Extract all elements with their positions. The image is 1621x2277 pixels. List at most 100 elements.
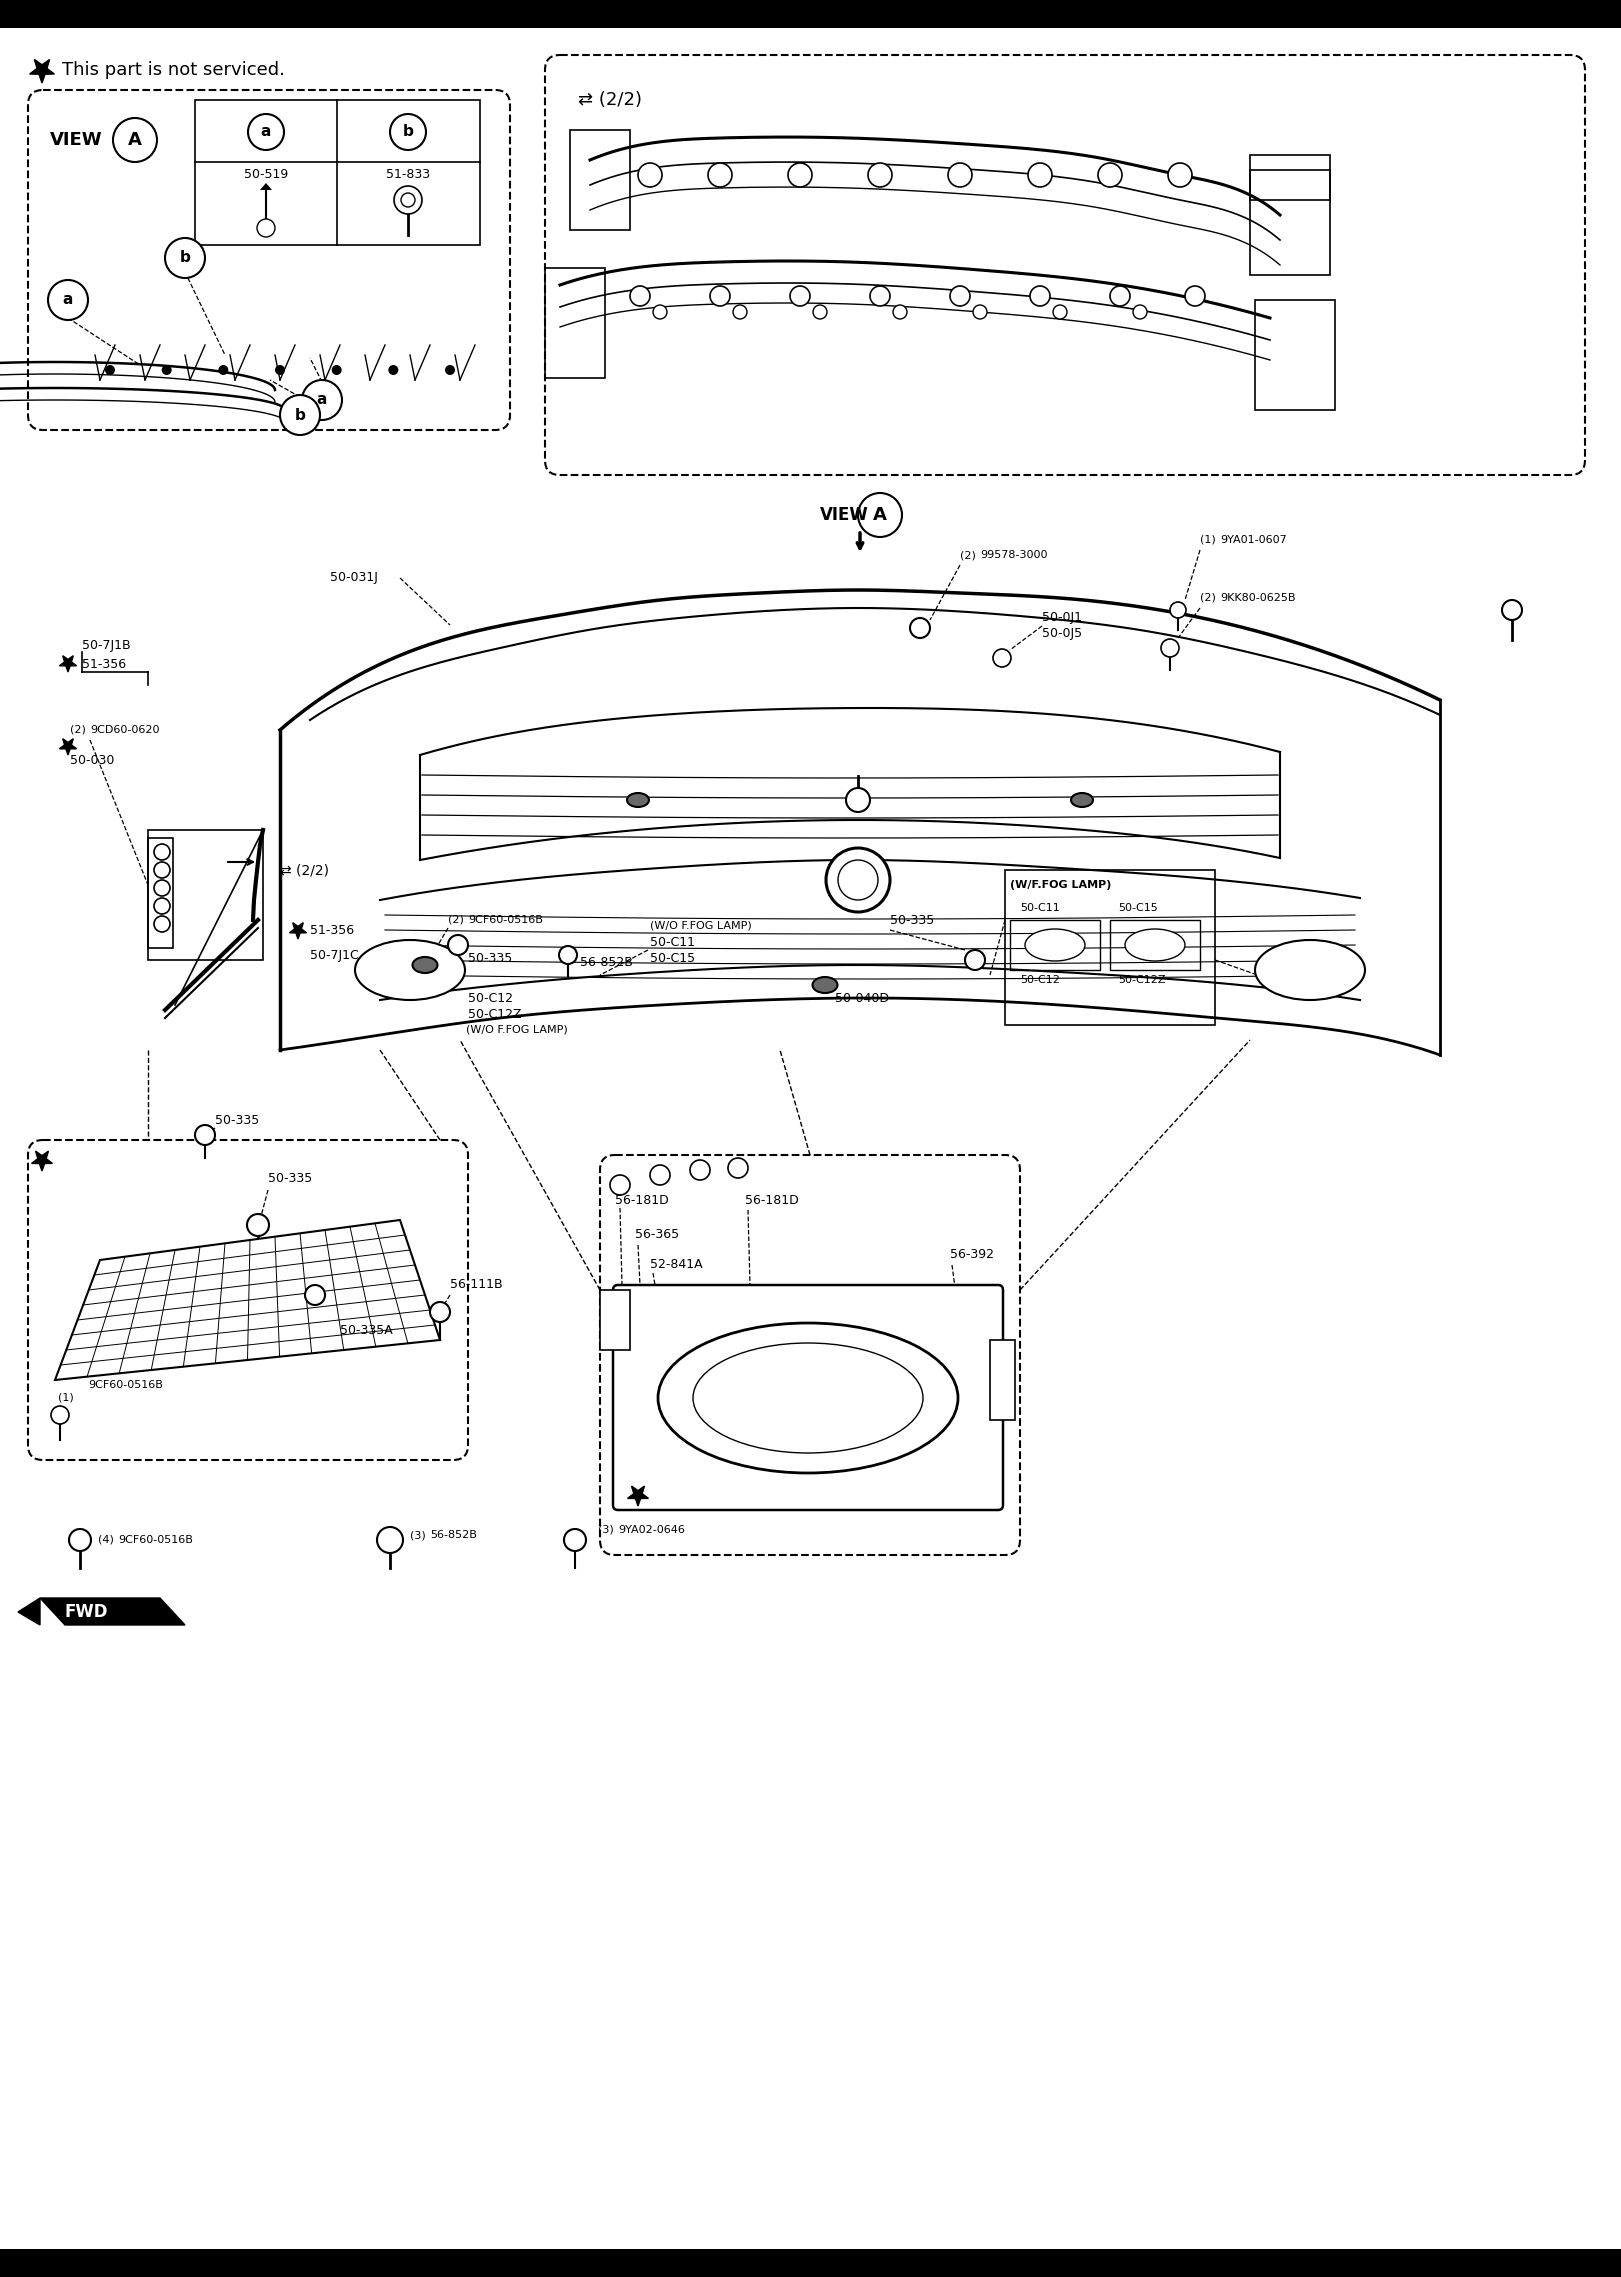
Circle shape [154,897,170,913]
Text: 50-C11: 50-C11 [650,936,695,950]
Ellipse shape [1071,792,1093,806]
Circle shape [154,863,170,879]
Circle shape [1503,601,1522,619]
Text: 56-181D: 56-181D [614,1193,669,1207]
Text: (2): (2) [447,915,464,924]
Text: 9CF60-0516B: 9CF60-0516B [118,1535,193,1546]
Circle shape [1110,287,1130,305]
Bar [1005,870,1216,1025]
Bar [1110,920,1200,970]
Text: 52-841A: 52-841A [650,1259,702,1271]
Text: (2): (2) [1200,592,1216,603]
Text: 9YA01-0607: 9YA01-0607 [1221,535,1287,544]
Circle shape [559,945,577,963]
Bar [545,269,605,378]
Bar [148,838,173,947]
Polygon shape [29,59,55,82]
Polygon shape [259,182,272,189]
Circle shape [378,1528,404,1553]
Circle shape [1097,164,1122,187]
Circle shape [276,364,285,376]
Polygon shape [31,1152,52,1170]
Bar [0,2250,1621,2277]
Circle shape [909,617,930,638]
Ellipse shape [355,940,465,1000]
Circle shape [248,114,284,150]
Circle shape [564,1528,587,1551]
Text: 50-7J1C: 50-7J1C [310,950,358,961]
Text: 56-181D: 56-181D [746,1193,799,1207]
Ellipse shape [627,792,648,806]
Text: 50-0J1: 50-0J1 [1042,613,1081,624]
Circle shape [827,847,890,913]
Text: 56-365: 56-365 [635,1230,679,1241]
Circle shape [964,950,986,970]
Text: 50-031J: 50-031J [331,572,378,585]
Text: (1): (1) [58,1394,73,1403]
FancyBboxPatch shape [613,1284,1003,1510]
Text: VIEW: VIEW [820,505,869,524]
Text: 99578-3000: 99578-3000 [981,551,1047,560]
Text: b: b [180,250,190,266]
Text: 50-335: 50-335 [216,1113,259,1127]
Text: 50-335: 50-335 [468,952,512,965]
Text: 9CF60-0516B: 9CF60-0516B [468,915,543,924]
Circle shape [950,287,969,305]
Ellipse shape [1255,940,1365,1000]
Ellipse shape [1024,929,1084,961]
Text: 50-040D: 50-040D [835,990,888,1004]
Text: 50-7J1B: 50-7J1B [83,638,131,651]
Polygon shape [18,1598,41,1626]
Bar [148,831,263,961]
Text: 56-111B: 56-111B [451,1277,503,1291]
Circle shape [1133,305,1148,319]
Circle shape [165,239,204,278]
Text: 50-519: 50-519 [243,168,289,182]
Polygon shape [627,1487,648,1505]
Text: 50-C12Z: 50-C12Z [468,1006,522,1020]
Circle shape [305,1284,324,1305]
Text: 9CF60-0516B: 9CF60-0516B [88,1380,162,1389]
Text: 9CD60-0620: 9CD60-0620 [91,724,159,735]
Circle shape [728,1159,747,1177]
Circle shape [1028,164,1052,187]
Polygon shape [41,1598,185,1626]
Circle shape [838,861,879,899]
Text: 50-335: 50-335 [267,1170,313,1184]
Text: (W/O F.FOG LAMP): (W/O F.FOG LAMP) [465,1025,567,1036]
Bar [1250,171,1329,200]
Bar [1255,301,1336,410]
Circle shape [609,1175,631,1195]
Circle shape [219,364,229,376]
Text: 56-392: 56-392 [950,1248,994,1261]
Ellipse shape [1125,929,1185,961]
Text: a: a [316,392,327,408]
Text: b: b [295,408,305,424]
Circle shape [389,364,399,376]
Text: 50-030: 50-030 [70,754,115,767]
Bar [600,1291,631,1350]
Text: (2): (2) [960,551,976,560]
Ellipse shape [412,956,438,972]
Circle shape [1169,164,1191,187]
Bar [571,130,631,230]
Circle shape [653,305,666,319]
Circle shape [691,1159,710,1179]
Text: FWD: FWD [65,1603,109,1621]
Text: 50-C15: 50-C15 [1118,904,1157,913]
Text: A: A [128,132,143,148]
Ellipse shape [812,977,838,993]
Circle shape [400,194,415,207]
Text: (2): (2) [70,724,86,735]
Circle shape [870,287,890,305]
Text: ⇄ (2/2): ⇄ (2/2) [280,863,329,877]
Circle shape [973,305,987,319]
Text: (1): (1) [1200,535,1216,544]
Circle shape [258,219,276,237]
Circle shape [195,1125,216,1145]
Circle shape [858,494,901,537]
Text: a: a [261,125,271,139]
Text: a: a [63,291,73,307]
Circle shape [162,364,172,376]
Circle shape [948,164,973,187]
